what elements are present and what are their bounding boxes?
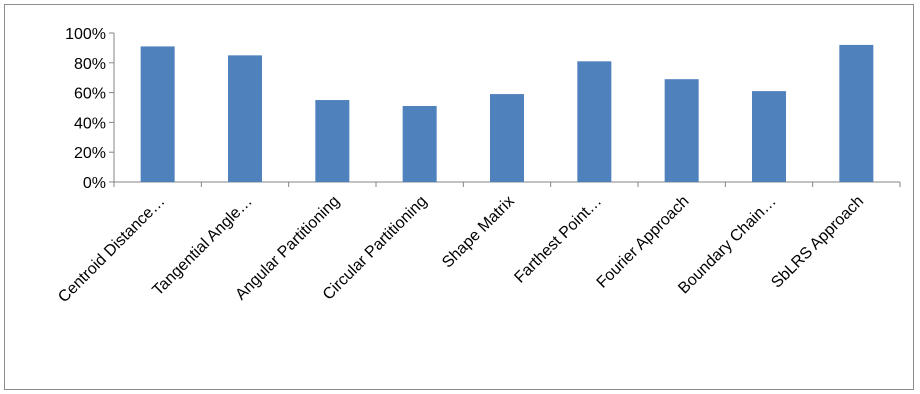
category-label-4: Shape Matrix: [439, 193, 518, 272]
y-axis: 0% 20% 40% 60% 80% 100%: [65, 26, 115, 192]
category-label-7: Boundary Chain…: [675, 193, 779, 297]
category-label-8: SbLRS Approach: [768, 193, 867, 292]
bar-3: [402, 106, 437, 182]
bar-4: [490, 94, 524, 182]
y-tick-label: 20%: [74, 145, 106, 162]
bar-5: [577, 61, 612, 183]
category-label-5: Farthest Point…: [511, 193, 605, 287]
category-labels: Centroid Distance…Tangential Angle…Angul…: [55, 193, 867, 306]
bar-2: [315, 100, 350, 182]
bar-6: [664, 79, 699, 182]
y-tick-label: 0%: [83, 175, 106, 192]
category-label-6: Fourier Approach: [594, 193, 693, 292]
y-tick-label: 60%: [74, 86, 106, 103]
bar-8: [839, 44, 874, 182]
bar-0: [140, 46, 175, 182]
y-tick-label: 40%: [74, 115, 106, 132]
y-tick-label: 100%: [65, 26, 106, 43]
bars: [140, 44, 874, 183]
x-axis: [113, 181, 901, 187]
bar-7: [752, 91, 786, 182]
bar-1: [228, 55, 262, 182]
y-tick-label: 80%: [74, 56, 106, 73]
